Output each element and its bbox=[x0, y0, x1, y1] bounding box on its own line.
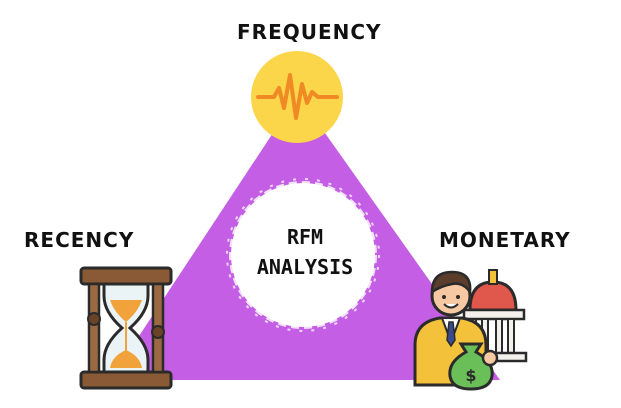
monetary-label: MONETARY bbox=[439, 228, 571, 252]
center-circle bbox=[226, 178, 380, 332]
hourglass-icon bbox=[79, 266, 173, 390]
center-title-line1: RFM bbox=[286, 225, 324, 249]
recency-label: RECENCY bbox=[24, 228, 135, 252]
businessman-money-bank-icon: $ bbox=[413, 269, 528, 391]
center-title: RFM ANALYSIS bbox=[230, 222, 380, 282]
svg-text:$: $ bbox=[465, 366, 476, 385]
frequency-label: FREQUENCY bbox=[237, 20, 382, 44]
heartbeat-pulse-icon bbox=[251, 51, 343, 143]
center-title-line2: ANALYSIS bbox=[256, 255, 354, 279]
